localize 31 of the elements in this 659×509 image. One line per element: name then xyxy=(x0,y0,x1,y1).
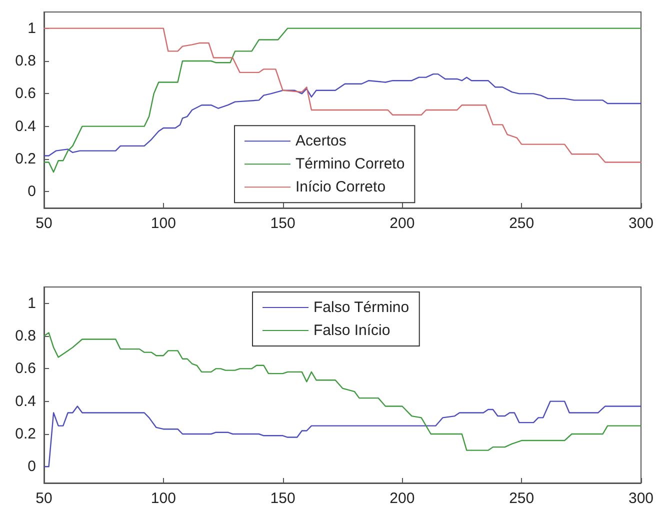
x-tick-label: 250 xyxy=(509,215,534,232)
x-tick-label: 250 xyxy=(509,490,534,507)
y-tick-label: 0.8 xyxy=(15,328,36,344)
y-tick-label: 1 xyxy=(28,20,36,37)
x-tick-label: 50 xyxy=(36,215,52,232)
legend-label: Acertos xyxy=(296,132,346,150)
x-tick-label: 50 xyxy=(36,490,52,507)
y-tick-label: 0.6 xyxy=(15,85,36,102)
y-tick-label: 0 xyxy=(28,458,36,476)
legend-label: Início Correto xyxy=(296,178,386,196)
legend-label: Falso Início xyxy=(314,322,390,339)
y-tick-label: 0.2 xyxy=(15,150,36,168)
y-tick-label: 0.4 xyxy=(15,392,36,410)
x-tick-label: 200 xyxy=(390,215,415,232)
x-tick-label: 100 xyxy=(150,215,176,232)
y-tick-label: 0.2 xyxy=(15,426,36,442)
x-tick-label: 150 xyxy=(270,490,296,507)
y-tick-label: 1 xyxy=(28,294,36,312)
legend-label: Término Correto xyxy=(296,156,405,173)
x-tick-label: 150 xyxy=(270,215,296,232)
x-tick-label: 100 xyxy=(150,490,176,507)
x-tick-label: 300 xyxy=(628,215,654,232)
y-tick-label: 0.4 xyxy=(15,118,36,135)
x-tick-label: 300 xyxy=(628,490,654,507)
y-tick-label: 0.8 xyxy=(15,52,36,70)
line-series xyxy=(43,400,642,468)
y-tick-label: 0.6 xyxy=(15,360,36,378)
line-series xyxy=(43,73,642,156)
legend-label: Falso Término xyxy=(314,299,410,316)
x-tick-label: 200 xyxy=(390,490,415,507)
y-tick-label: 0 xyxy=(28,183,36,200)
